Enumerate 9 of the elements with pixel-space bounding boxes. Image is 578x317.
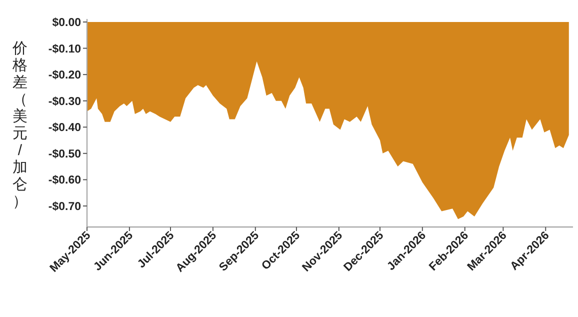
y-tick-label: -$0.20 [48,70,81,82]
y-tick-label: -$0.40 [48,122,81,134]
y-tick-label: -$0.70 [48,200,81,213]
y-tick-label: -$0.10 [48,43,81,56]
y-tick-label: -$0.50 [48,148,81,160]
y-tick-label: $0.00 [52,17,81,29]
text: 价格差（美元/加仑） [12,40,28,210]
y-tick-label: -$0.60 [48,174,81,187]
y-tick-label: -$0.30 [48,96,81,108]
